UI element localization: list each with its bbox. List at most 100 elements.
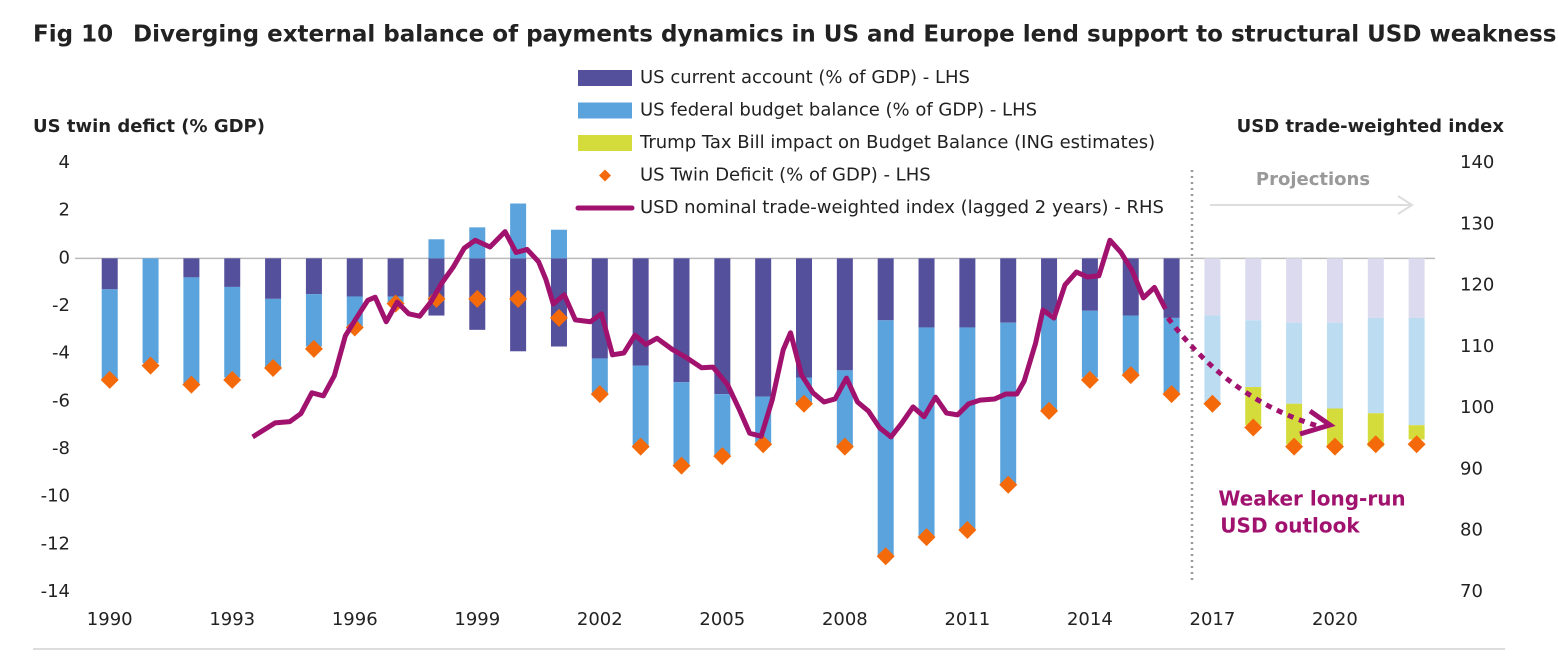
bar (1408, 425, 1425, 440)
bar (1367, 258, 1384, 318)
twin-deficit-marker (1080, 370, 1099, 389)
bar (918, 258, 935, 328)
bar (1245, 320, 1262, 388)
bar (346, 258, 363, 297)
twin-deficit-marker (1244, 418, 1263, 437)
bar (183, 277, 200, 385)
bar (714, 394, 731, 457)
bar (1326, 408, 1343, 447)
bar (305, 294, 322, 347)
twin-deficit-marker (1285, 437, 1304, 456)
x-tick-label: 1996 (332, 609, 378, 630)
bar (1000, 322, 1017, 485)
twin-deficit-marker (999, 475, 1018, 494)
bar (550, 229, 567, 259)
twin-deficit-marker (223, 370, 242, 389)
y2-tick-label: 140 (1460, 152, 1494, 173)
legend-swatch (599, 169, 611, 182)
bar (305, 258, 322, 295)
twin-deficit-marker (713, 447, 732, 466)
bar (959, 327, 976, 531)
bar (1081, 310, 1098, 378)
outlook-label: Weaker long-run (1218, 487, 1405, 511)
legend-label: US federal budget balance (% of GDP) - L… (640, 100, 1037, 121)
legend-swatch (578, 135, 632, 151)
y2-axis-label: USD trade-weighted index (1237, 116, 1505, 137)
fig-label: Fig 10 (33, 22, 113, 48)
y2-tick-label: 100 (1460, 397, 1494, 418)
y-tick-label: -14 (41, 581, 70, 602)
projection-curve-head (1299, 408, 1336, 437)
twin-deficit-marker (1366, 435, 1385, 454)
twin-deficit-marker (549, 308, 568, 327)
bar (1286, 258, 1303, 323)
legend-label: USD nominal trade-weighted index (lagged… (640, 197, 1164, 218)
bar (1081, 258, 1098, 311)
twin-deficit-marker (754, 435, 773, 454)
usd-index-line (251, 229, 1168, 440)
bar (265, 298, 282, 368)
y2-tick-label: 130 (1460, 213, 1494, 234)
bar (1367, 413, 1384, 447)
twin-deficit-marker (1325, 437, 1344, 456)
twin-deficit-marker (100, 370, 119, 389)
twin-deficit-marker (835, 437, 854, 456)
twin-deficit-marker (876, 547, 895, 566)
bar (1245, 258, 1262, 321)
y-tick-label: -8 (52, 438, 70, 459)
twin-deficit-marker (468, 289, 487, 308)
twin-deficit-marker (264, 358, 283, 377)
bar (1367, 317, 1384, 414)
twin-deficit-marker (509, 289, 528, 308)
y-tick-label: -4 (52, 343, 70, 364)
projection-curve (1166, 316, 1319, 429)
x-tick-label: 2014 (1067, 609, 1113, 630)
bar (101, 289, 118, 380)
bar (1204, 315, 1221, 404)
bar (1204, 258, 1221, 316)
bar (591, 358, 608, 395)
bar (224, 286, 241, 378)
bar (673, 382, 690, 466)
bar (265, 258, 282, 299)
bar (632, 258, 649, 366)
bar (101, 258, 118, 290)
legend-swatch (578, 70, 632, 86)
twin-deficit-marker (672, 456, 691, 475)
plot: -14 -12 -10 -8 -6 -4 -2 0 2 4 70 80 90 100 110 120 130 14… (41, 152, 1495, 630)
y2-tick-label: 90 (1460, 458, 1483, 479)
twin-deficit-marker (1121, 366, 1140, 385)
bar (387, 258, 404, 297)
twin-deficit-marker (1040, 401, 1059, 420)
bar (714, 258, 731, 395)
bar (877, 258, 894, 321)
x-tick-label: 1999 (454, 609, 500, 630)
bar (918, 327, 935, 538)
y2-tick-label: 80 (1460, 520, 1483, 541)
bar (877, 320, 894, 557)
bar (1000, 258, 1017, 323)
twin-deficit-marker (304, 339, 323, 358)
bar (224, 258, 241, 287)
bar (1286, 322, 1303, 404)
bar (1041, 313, 1058, 411)
twin-deficit-marker (1162, 385, 1181, 404)
x-tick-label: 2005 (699, 609, 745, 630)
chart-title: Diverging external balance of payments d… (133, 22, 1556, 48)
y-axis-label: US twin defict (% GDP) (33, 116, 265, 137)
x-tick-label: 2011 (944, 609, 990, 630)
bar (632, 365, 649, 447)
bar (1408, 258, 1425, 318)
y-tick-label: -2 (52, 295, 70, 316)
bar (959, 258, 976, 328)
twin-deficit-marker (631, 437, 650, 456)
twin-deficit-marker (590, 385, 609, 404)
bar (1041, 258, 1058, 314)
bar (183, 258, 200, 278)
legend-label: Trump Tax Bill impact on Budget Balance … (639, 132, 1155, 153)
bar (796, 258, 813, 378)
bar (1408, 317, 1425, 426)
bar (346, 296, 363, 328)
legend-label: US current account (% of GDP) - LHS (640, 67, 970, 88)
